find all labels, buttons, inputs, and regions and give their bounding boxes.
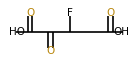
Text: OH: OH [113, 27, 129, 37]
Text: F: F [67, 8, 73, 18]
Text: HO: HO [9, 27, 25, 37]
Text: O: O [26, 8, 34, 18]
Text: O: O [106, 8, 114, 18]
Text: O: O [46, 46, 54, 56]
